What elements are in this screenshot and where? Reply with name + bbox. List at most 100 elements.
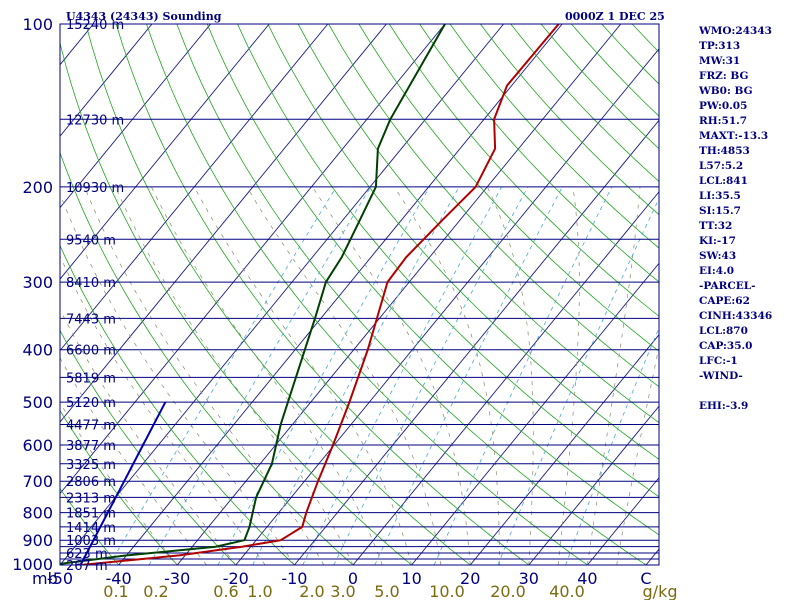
isotherm-line	[294, 119, 659, 565]
height-label: 2313 m	[66, 491, 116, 506]
isotherm-line	[528, 405, 659, 565]
index-item: FRZ: BG	[699, 70, 749, 82]
height-label: 4477 m	[66, 419, 116, 434]
height-label: 1003 m	[66, 534, 116, 549]
index-item: PW:0.05	[699, 100, 748, 112]
mixing-ratio-tick-label: 20.0	[490, 582, 526, 600]
index-item: MW:31	[699, 55, 741, 67]
height-label: 3325 m	[66, 458, 116, 473]
pressure-unit-label: mb	[32, 569, 58, 588]
height-label: 1414 m	[66, 521, 116, 536]
index-item: EI:4.0	[699, 265, 735, 277]
index-item: TP:313	[699, 40, 741, 52]
mixing-ratio-tick-label: 5.0	[374, 582, 399, 600]
isotherm-line	[60, 24, 446, 495]
height-label: 5819 m	[66, 371, 116, 386]
height-label: 9540 m	[66, 233, 116, 248]
index-item: LCL:870	[699, 325, 748, 337]
dewpoint-trace	[60, 24, 446, 565]
mixing-ratio-line	[302, 186, 502, 565]
height-label: 267 m	[66, 559, 108, 574]
isotherm-line	[60, 24, 387, 423]
index-item: LCL:841	[699, 175, 748, 187]
mixing-ratio-tick-label: 3.0	[330, 582, 355, 600]
index-item: TH:4853	[699, 145, 750, 157]
index-item: L57:5.2	[699, 160, 744, 172]
index-item: EHI:-3.9	[699, 400, 749, 412]
height-label: 6600 m	[66, 344, 116, 359]
mixing-ratio-tick-label: 2.0	[299, 582, 324, 600]
index-item: TT:32	[699, 220, 733, 232]
datetime-label: 0000Z 1 DEC 25	[565, 10, 665, 23]
isotherm-line	[60, 24, 153, 137]
moist-adiabat-line	[60, 192, 295, 565]
mixing-ratio-tick-label: 40.0	[549, 582, 585, 600]
isotherm-line	[60, 24, 270, 280]
index-item: WMO:24343	[699, 25, 772, 37]
mixing-ratio-tick-label: g/kg	[643, 582, 678, 600]
height-label: 1851 m	[66, 507, 116, 522]
temperature-tick-label: -30	[164, 569, 190, 588]
isotherm-line	[235, 48, 659, 565]
isotherm-line	[60, 24, 211, 209]
temperature-tick-label: C	[640, 569, 651, 588]
pressure-tick-label: 400	[22, 341, 53, 360]
indices-panel: WMO:24343 TP:313 MW:31 FRZ: BG WB0: BG PW:0.0…	[699, 24, 799, 414]
height-label: 7443 m	[66, 312, 116, 327]
index-item: SW:43	[699, 250, 737, 262]
index-item: RH:51.7	[699, 115, 748, 127]
temperature-tick-label: -50	[47, 569, 73, 588]
index-item: CINH:43346	[699, 310, 773, 322]
isotherm-line	[469, 334, 659, 565]
pressure-tick-label: 200	[22, 178, 53, 197]
isotherm-line	[60, 24, 504, 565]
isotherm-line	[411, 262, 659, 565]
temperature-tick-label: 20	[460, 569, 480, 588]
temperature-tick-label: -20	[223, 569, 249, 588]
index-item: LI:35.5	[699, 190, 741, 202]
mixing-ratio-tick-label: 10.0	[429, 582, 465, 600]
index-item: -WIND-	[699, 370, 743, 382]
height-label: 15240 m	[66, 18, 124, 33]
height-label: 8410 m	[66, 276, 116, 291]
index-item: LFC:-1	[699, 355, 738, 367]
pressure-tick-label: 1000	[12, 555, 53, 574]
index-item: SI:15.7	[699, 205, 741, 217]
temperature-tick-label: 30	[519, 569, 539, 588]
mixing-ratio-tick-label: 0.6	[213, 582, 238, 600]
index-item: WB0: BG	[699, 85, 753, 97]
height-label: 5120 m	[66, 396, 116, 411]
grid-layer	[60, 24, 659, 565]
temperature-tick-label: -10	[281, 569, 307, 588]
temperature-tick-label: -40	[106, 569, 132, 588]
mixing-ratio-tick-label: 0.2	[143, 582, 168, 600]
isotherm-line	[118, 24, 563, 565]
pressure-tick-label: 800	[22, 504, 53, 523]
temperature-tick-label: 40	[577, 569, 597, 588]
station-title: U4343 (24343) Sounding	[66, 10, 222, 23]
parcel-trace	[79, 401, 167, 565]
pressure-tick-label: 700	[22, 472, 53, 491]
series-layer	[60, 24, 560, 565]
pressure-tick-label: 100	[22, 15, 53, 34]
height-label: 623 m	[66, 547, 108, 562]
index-item: -PARCEL-	[699, 280, 756, 292]
height-label: 12730 m	[66, 113, 124, 128]
index-item: MAXT:-13.3	[699, 130, 769, 142]
mixing-ratio-tick-label: 1.0	[247, 582, 272, 600]
height-label: 2806 m	[66, 475, 116, 490]
temperature-tick-label: 10	[401, 569, 421, 588]
pressure-tick-label: 600	[22, 436, 53, 455]
isotherm-line	[352, 191, 659, 565]
mixing-ratio-line	[333, 186, 529, 565]
index-item: CAP:35.0	[699, 340, 753, 352]
index-item	[699, 384, 799, 399]
pressure-tick-label: 900	[22, 531, 53, 550]
index-item: KI:-17	[699, 235, 736, 247]
height-label: 3877 m	[66, 439, 116, 454]
plot-frame	[59, 23, 660, 566]
index-item: CAPE:62	[699, 295, 750, 307]
